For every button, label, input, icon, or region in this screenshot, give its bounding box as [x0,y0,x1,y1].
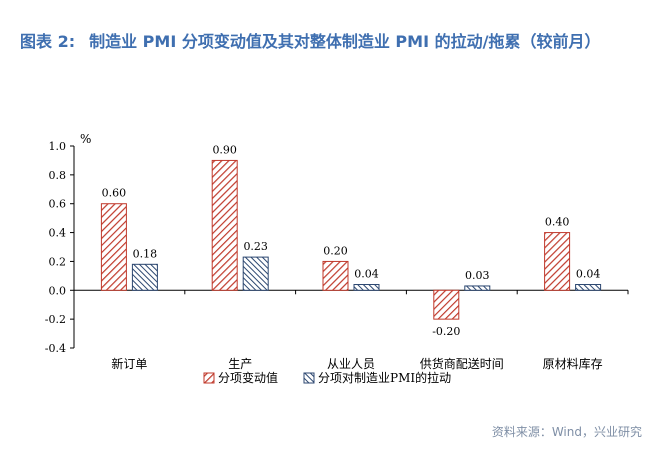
bar-series1 [433,289,460,320]
data-label: 0.04 [354,268,379,281]
figure-title: 图表 2: 制造业 PMI 分项变动值及其对整体制造业 PMI 的拉动/拖累（较前… [20,14,650,70]
bar-series1 [100,203,127,291]
bar-series1 [211,159,238,291]
category-label: 生产 [228,357,252,371]
y-tick-label: 1.0 [49,140,67,153]
data-label: 0.90 [212,143,237,156]
y-tick-label: 0.0 [49,284,67,297]
y-tick-label: 0.4 [49,227,67,240]
chart-area: -0.4 -0.2 0.0 0.2 0.4 0.6 0.8 1.0% 新订单 生产 从业人员 供货商配… [0,120,660,410]
data-label: 0.18 [133,247,158,260]
bar-chart: -0.4 -0.2 0.0 0.2 0.4 0.6 0.8 1.0% 新订单 生产 从业人员 供货商配… [45,132,629,385]
bar-series2 [575,284,602,291]
legend-swatch [203,372,215,384]
y-tick-label: -0.2 [45,313,66,326]
data-label: 0.40 [545,216,570,229]
legend-swatch [303,372,315,384]
data-label: 0.60 [102,187,127,200]
bar-series1 [544,232,571,291]
y-tick-label: 0.8 [49,169,67,182]
data-label: 0.04 [576,268,601,281]
bar-series2 [464,285,491,291]
data-label: 0.23 [243,240,268,253]
data-label: 0.20 [323,244,348,257]
y-tick-label: 0.6 [49,198,67,211]
y-unit-label: % [80,132,91,146]
category-label: 原材料库存 [543,356,603,371]
legend-label: 分项变动值 [218,370,278,385]
category-label: 新订单 [111,356,147,371]
data-label: -0.20 [432,325,460,338]
figure-title-text: 制造业 PMI 分项变动值及其对整体制造业 PMI 的拉动/拖累（较前月） [89,32,601,51]
bar-series1 [322,260,349,291]
figure-label: 图表 2: [20,32,76,51]
legend-label: 分项对制造业PMI的拉动 [318,370,451,385]
bar-series2 [131,263,158,291]
source-note: 资料来源：Wind，兴业研究 [491,425,642,439]
y-tick-label: -0.4 [45,342,66,355]
category-label: 供货商配送时间 [420,356,504,371]
bar-series2 [353,284,380,291]
data-label: 0.03 [465,269,490,282]
y-tick-label: 0.2 [49,255,67,268]
category-label: 从业人员 [327,357,375,371]
bar-series2 [242,256,269,291]
